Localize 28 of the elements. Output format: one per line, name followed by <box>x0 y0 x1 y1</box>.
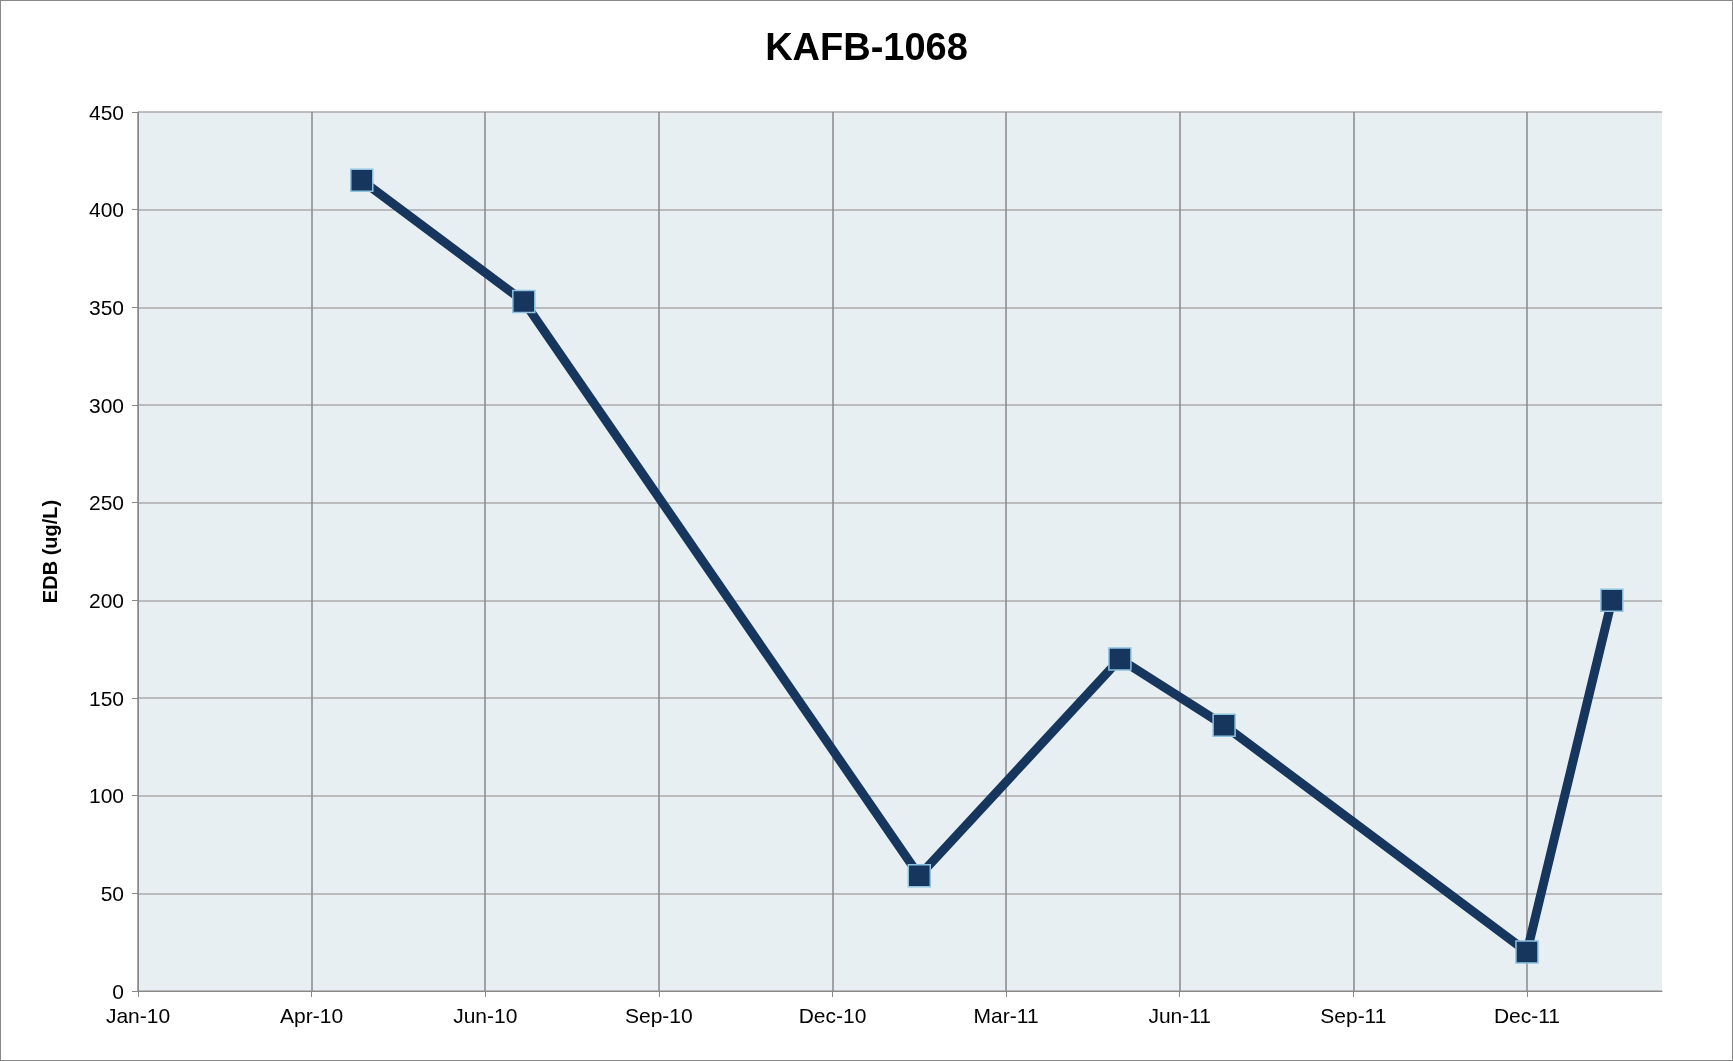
x-tick-label: Jun-10 <box>453 1004 518 1027</box>
x-tick-label: Jan-10 <box>105 1004 171 1027</box>
y-tick-label: 200 <box>88 588 124 612</box>
x-tick-label: Dec-11 <box>1493 1004 1561 1027</box>
x-tick-label: Dec-10 <box>798 1004 867 1027</box>
x-tick-label: Jun-11 <box>1148 1004 1212 1027</box>
chart-title: KAFB-1068 <box>765 26 968 68</box>
point <box>1600 588 1624 613</box>
point <box>1515 940 1539 964</box>
x-tick-label: Mar-11 <box>973 1004 1039 1027</box>
y-tick-label: 400 <box>88 198 124 222</box>
point <box>907 864 932 888</box>
x-tick-label: Sep-10 <box>625 1004 693 1027</box>
y-tick-label: 350 <box>88 295 124 319</box>
y-tick-label: 450 <box>88 100 124 124</box>
y-tick-label: 250 <box>88 491 124 515</box>
y-tick-label: 100 <box>88 784 124 808</box>
point <box>350 168 374 193</box>
y-tick-label: 50 <box>100 881 124 905</box>
point <box>1108 647 1132 671</box>
x-tick-label: Sep-11 <box>1320 1004 1387 1027</box>
point <box>1212 713 1236 738</box>
y-axis-title: EDB (ug/L) <box>39 499 61 604</box>
y-tick-label: 0 <box>112 979 124 1003</box>
x-tick-label: Apr-10 <box>280 1004 344 1027</box>
y-tick-label: 150 <box>88 686 124 710</box>
point <box>512 289 536 314</box>
y-tick-label: 300 <box>88 393 124 417</box>
